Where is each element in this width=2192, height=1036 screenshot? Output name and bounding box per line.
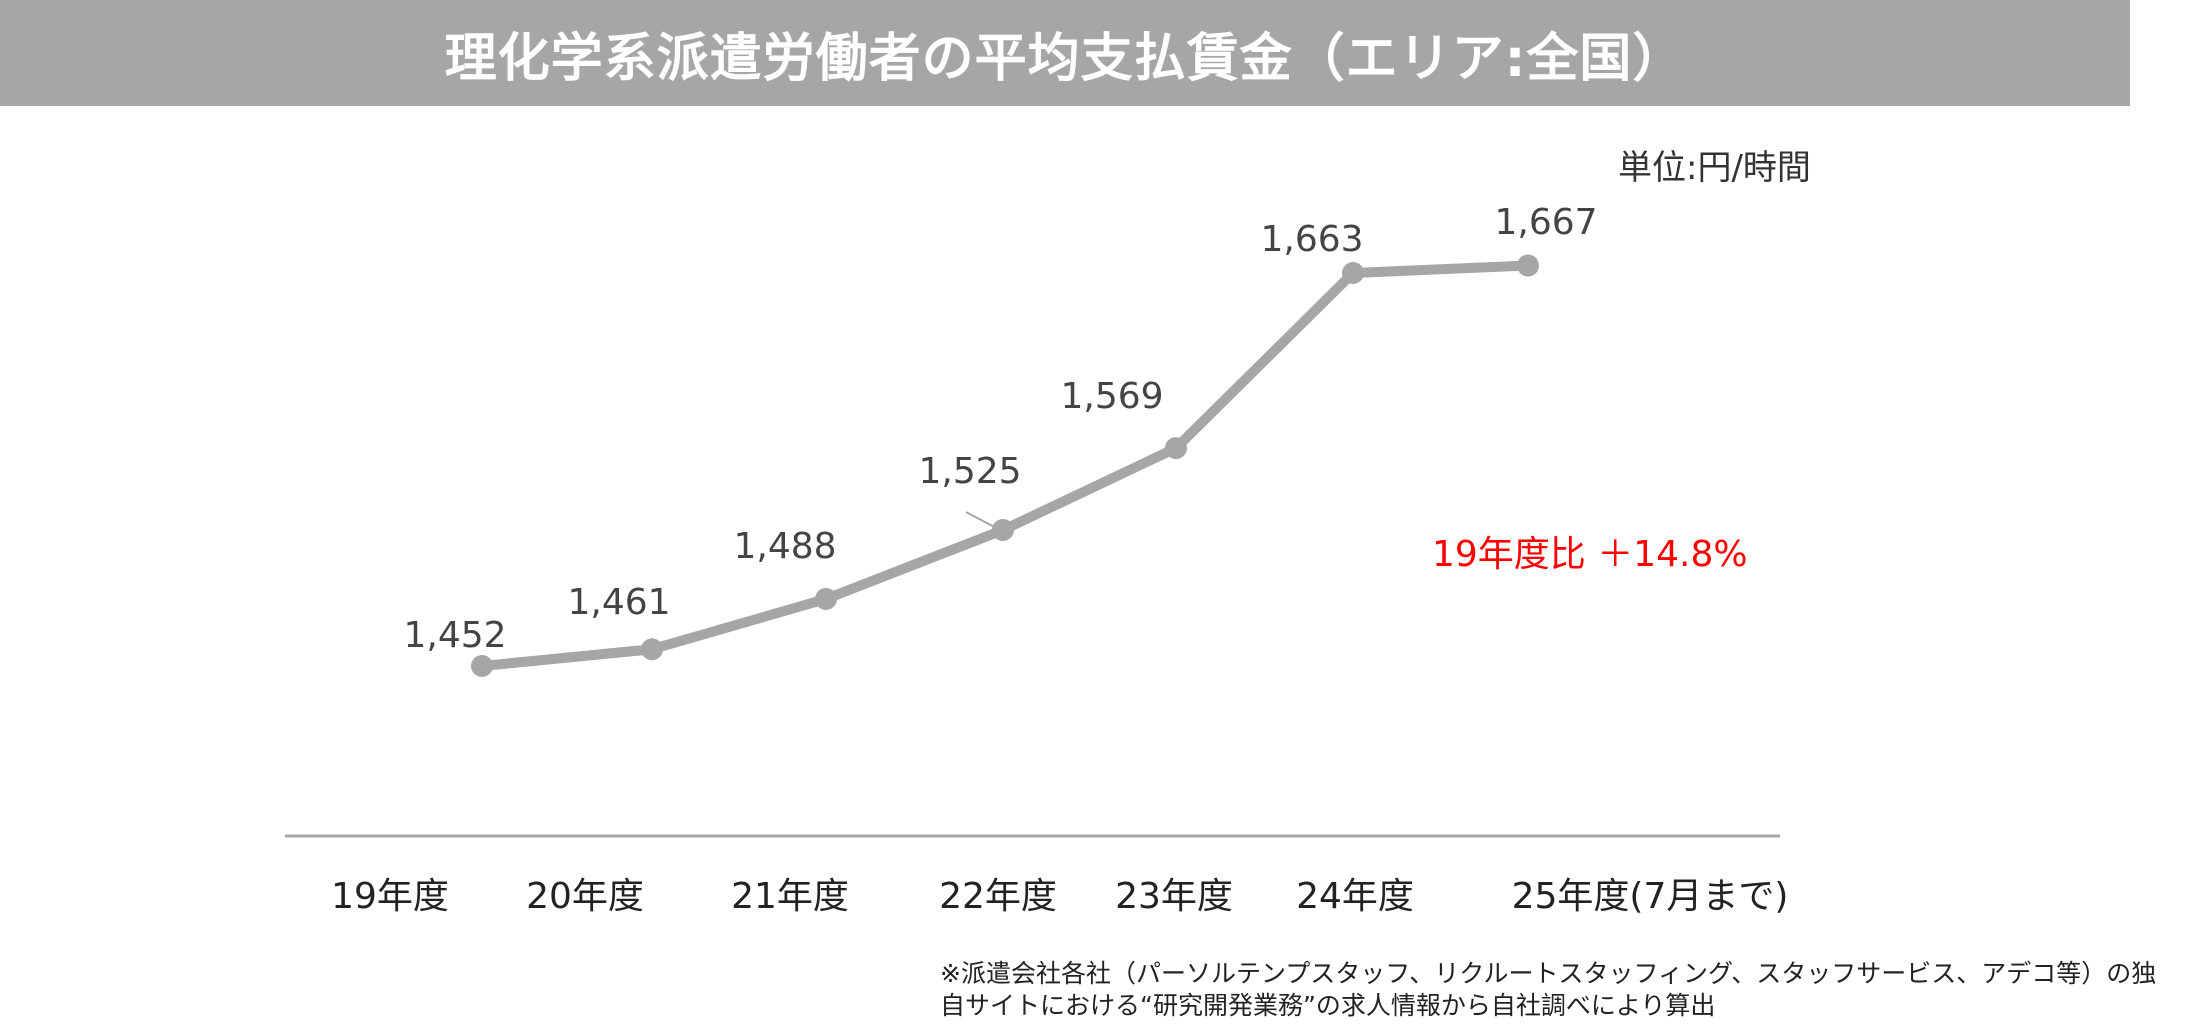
footnote: ※派遣会社各社（パーソルテンプスタッフ、リクルートスタッフィング、スタッフサービ… [940, 958, 2156, 1022]
data-label-5: 1,663 [1260, 219, 1363, 260]
footnote-line-2: 自サイトにおける“研究開発業務”の求人情報から自社調べにより算出 [940, 991, 1716, 1020]
data-point-4 [1165, 437, 1187, 460]
footnote-line-1: ※派遣会社各社（パーソルテンプスタッフ、リクルートスタッフィング、スタッフサービ… [940, 959, 2157, 988]
data-label-6: 1,667 [1494, 202, 1597, 243]
data-point-6 [1517, 254, 1539, 277]
chart-title: 理化学系派遣労働者の平均支払賃金（エリア:全国） [444, 28, 1686, 89]
data-point-2 [815, 587, 837, 610]
data-label-2: 1,488 [733, 526, 836, 567]
data-point-0 [471, 655, 493, 677]
data-point-1 [641, 638, 663, 661]
growth-annotation: 19年度比 ＋14.8% [1432, 534, 1748, 575]
data-label-1: 1,461 [567, 582, 670, 623]
unit-label: 単位:円/時間 [1618, 148, 1811, 188]
title-bar: 理化学系派遣労働者の平均支払賃金（エリア:全国） [0, 0, 2130, 106]
category-label-1: 20年度 [526, 876, 644, 917]
data-point-5 [1342, 262, 1364, 284]
category-label-4: 23年度 [1115, 876, 1233, 917]
category-label-2: 21年度 [731, 876, 849, 917]
line-chart: 1,452 1,461 1,488 1,525 1,569 1,663 1,667 19年度 2… [285, 202, 1789, 917]
data-label-0: 1,452 [403, 615, 506, 656]
data-label-4: 1,569 [1060, 376, 1163, 417]
data-point-3 [992, 519, 1014, 542]
category-label-5: 24年度 [1296, 876, 1414, 917]
category-label-6: 25年度(7月まで) [1512, 876, 1789, 917]
data-label-3: 1,525 [918, 451, 1021, 492]
category-label-3: 22年度 [939, 876, 1057, 917]
category-label-0: 19年度 [331, 876, 449, 917]
